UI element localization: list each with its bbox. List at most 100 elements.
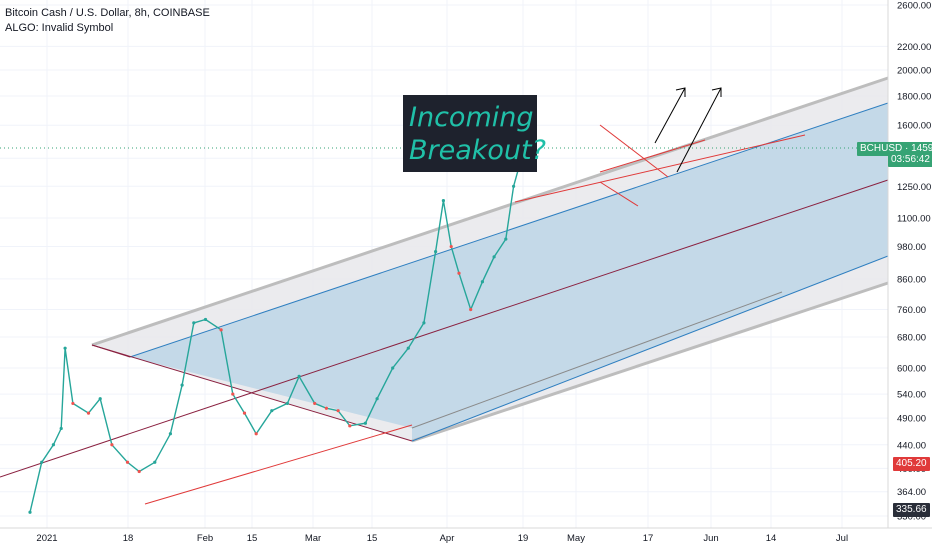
price-point [59,426,63,431]
inner-lower-line [411,255,889,442]
y-tick-label: 1250.00 [897,182,931,193]
price-point [231,392,235,396]
lower-support-grey [411,291,783,429]
price-point [313,401,317,406]
chart-legend: Bitcoin Cash / U.S. Dollar, 8h, COINBASE… [5,6,210,36]
price-point [469,307,473,312]
price-point [285,401,289,406]
y-tick-label: 600.00 [897,364,926,375]
x-tick-label: Jul [836,533,848,544]
upper-resistance-line [514,134,806,203]
upper-resistance-line-2 [599,139,706,173]
y-tick-label: 1800.00 [897,92,931,103]
x-tick-label: 15 [367,533,378,544]
y-tick-label: 1600.00 [897,121,931,132]
price-point [324,406,328,410]
symbol-label: BCHUSD [860,143,903,154]
price-point [511,184,516,188]
y-tick-label: 760.00 [897,305,926,316]
price-point [63,346,67,350]
x-tick-label: 19 [518,533,529,544]
channel-median-line [0,179,889,478]
indicator-label: ALGO: Invalid Symbol [5,22,114,34]
price-point [391,366,395,370]
y-tick-label: 860.00 [897,274,926,285]
price-point [480,280,484,284]
annotation-box[interactable]: Incoming Breakout? [403,95,546,172]
wedge-bottom-line [599,181,639,207]
price-point [492,255,496,259]
price-point [71,401,75,406]
price-point [86,411,91,415]
price-point [203,317,208,322]
price-point [219,328,223,332]
price-point [441,198,445,203]
x-axis-ticks: 2021 18 Feb 15 Mar 15 Apr 19 May 17 Jun 14 Jul [36,533,848,544]
price-point [51,443,56,447]
y-tick-label: 540.00 [897,390,926,401]
price-point [137,469,141,474]
price-point [40,460,44,464]
price-point [242,411,247,415]
y-tick-label: 2600.00 [897,1,931,12]
price-point [28,510,32,514]
price-point [98,397,102,401]
price-point [348,424,352,428]
x-tick-label: 15 [247,533,258,544]
inner-channel-band [130,103,888,441]
x-tick-label: Feb [197,533,213,544]
breakout-arrow-2 [676,87,722,173]
breakout-arrow-1 [654,87,686,144]
outer-upper-line [91,76,889,347]
x-tick-label: May [567,533,585,544]
x-tick-label: Apr [440,533,455,544]
y-tick-label: 2200.00 [897,42,931,53]
annotation-line-1: Incoming [409,102,534,133]
chart-title: Bitcoin Cash / U.S. Dollar, 8h, COINBASE [5,7,210,19]
breakout-arrow-1-head [675,87,686,97]
countdown-tag: 03:56:42 [888,153,932,167]
lower-support-line [144,424,413,505]
price-point [110,443,114,447]
price-label: 1459.87 [911,143,932,154]
red-price-tag: 405.20 [893,457,930,471]
y-tick-label: 490.00 [897,414,926,425]
dark-price-tag: 335.66 [893,503,930,517]
x-tick-label: 18 [123,533,134,544]
wedge-top-line [599,124,669,178]
channel-drawings [0,76,889,505]
price-point [254,432,258,436]
y-tick-label: 364.00 [897,487,926,498]
price-point [363,421,367,425]
breakout-arrow-2-head [711,87,722,97]
price-point [375,397,379,401]
price-point [457,271,461,275]
price-point [449,244,453,249]
x-tick-label: Mar [305,533,321,544]
y-tick-label: 980.00 [897,242,926,253]
outer-lower-line [411,281,889,443]
price-point [297,374,301,378]
annotation-line-2: Breakout? [409,135,546,166]
x-tick-label: Jun [703,533,718,544]
symbol-price-tag: BCHUSD · 1459.87 [857,142,932,156]
price-point [406,346,410,350]
price-line [29,147,534,513]
pitchfork-handle-b [91,344,131,358]
x-tick-label: 17 [643,533,654,544]
price-point [504,237,508,241]
price-point [192,321,196,325]
price-point [336,409,340,413]
price-point [153,460,157,464]
price-point [434,250,438,254]
price-point [422,321,426,325]
y-tick-label: 680.00 [897,333,926,344]
x-tick-label: 2021 [36,533,57,544]
x-tick-label: 14 [766,533,777,544]
y-tick-label: 440.00 [897,440,926,451]
price-point [270,409,274,413]
y-axis-ticks: 2600.002200.002000.001800.001600.001400.… [897,1,931,523]
y-tick-label: 330.00 [897,512,926,523]
y-tick-label: 2000.00 [897,65,931,76]
